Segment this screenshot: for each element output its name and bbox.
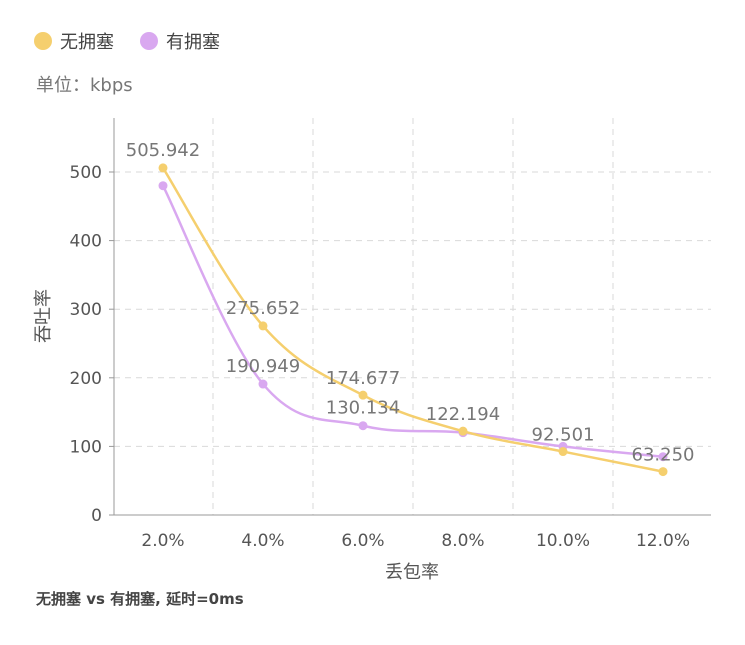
x-tick-label: 4.0% [241,531,284,551]
data-point-1 [258,379,268,389]
x-tick-label: 10.0% [536,531,590,551]
data-point-1 [358,421,368,431]
data-label-1: 190.949 [226,356,300,377]
legend-item-congestion[interactable]: 有拥塞 [140,28,220,54]
y-tick-label: 500 [70,163,102,183]
legend-dot-no-congestion [34,32,52,50]
data-point-0 [258,321,268,331]
data-point-0 [458,426,468,436]
legend-item-no-congestion[interactable]: 无拥塞 [34,28,114,54]
y-tick-label: 100 [70,437,102,457]
data-label-0: 122.194 [426,404,500,425]
data-label-1: 130.134 [326,398,400,419]
legend-label-congestion: 有拥塞 [166,32,220,53]
data-point-0 [558,447,568,457]
data-point-1 [658,452,668,462]
legend: 无拥塞 有拥塞 [34,28,220,54]
y-tick-label: 200 [70,369,102,389]
data-label-0: 63.250 [632,445,695,466]
data-label-0: 174.677 [326,368,400,389]
unit-label: 单位：kbps [36,75,133,96]
x-tick-label: 8.0% [441,531,484,551]
y-tick-label: 400 [70,232,102,252]
y-tick-label: 0 [91,506,102,526]
data-label-0: 92.501 [532,425,595,446]
data-point-1 [158,181,168,191]
y-tick-label: 300 [70,300,102,320]
data-point-0 [358,390,368,400]
data-point-0 [658,467,668,477]
legend-dot-congestion [140,32,158,50]
y-axis-title: 吞吐率 [33,289,54,343]
x-axis-title: 丢包率 [385,562,439,583]
legend-label-no-congestion: 无拥塞 [60,32,114,53]
data-point-0 [158,163,168,173]
x-tick-label: 12.0% [636,531,690,551]
x-tick-label: 6.0% [341,531,384,551]
x-tick-label: 2.0% [141,531,184,551]
chart-caption: 无拥塞 vs 有拥塞, 延时=0ms [36,590,244,608]
series-line-0 [161,167,664,473]
data-label-0: 275.652 [226,298,300,319]
data-label-0: 505.942 [126,140,200,161]
